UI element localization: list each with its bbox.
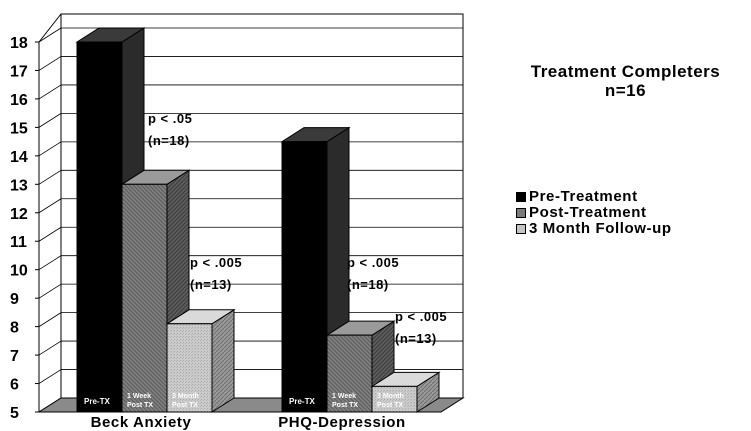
bar-side-3-month-follow-up-beck-anxiety <box>211 308 235 413</box>
bar-inner-label: 3 Month <box>377 393 404 400</box>
chart-title: Treatment Completers <box>530 62 721 81</box>
side-gridline <box>38 141 62 157</box>
legend: Pre-Treatment Post-Treatment 3 Month Fol… <box>516 189 672 237</box>
bar-inner-label: Post TX <box>377 402 403 409</box>
side-gridline <box>38 255 62 271</box>
bar-3-month-follow-up-beck-anxiety <box>166 323 213 413</box>
y-tick-label: 6 <box>10 377 19 394</box>
side-gridline <box>38 169 62 185</box>
side-gridline <box>38 27 62 43</box>
annotation-text: (n=18) <box>148 133 190 148</box>
side-gridline <box>38 312 62 327</box>
side-gridline <box>38 198 62 214</box>
bar-inner-label: 3 Month <box>172 393 199 400</box>
bar-3-month-follow-up-phq-depression <box>371 385 418 413</box>
y-tick-label: 11 <box>10 234 27 251</box>
y-tick-label: 15 <box>10 120 28 137</box>
side-gridline <box>38 226 62 242</box>
bar-pre-treatment-beck-anxiety <box>76 41 123 413</box>
y-tick-label: 9 <box>10 291 19 308</box>
bar-inner-label: Post TX <box>172 402 198 409</box>
legend-label-post-treatment: Post-Treatment <box>529 204 647 221</box>
side-wall-top-edge <box>38 13 62 43</box>
x-category-label-beck-anxiety: Beck Anxiety <box>91 414 192 431</box>
y-tick-label: 18 <box>10 35 28 52</box>
annotation-text: (n=18) <box>347 277 389 292</box>
chart-title-block: Treatment Completers n=16 <box>500 62 751 100</box>
side-gridline <box>38 283 62 299</box>
chart-subtitle: n=16 <box>604 81 647 100</box>
bar-inner-label: Pre-TX <box>84 397 110 406</box>
bar-inner-label: 1 Week <box>332 393 356 400</box>
annotation-text: (n=13) <box>190 277 232 292</box>
annotation-text: p < .05 <box>148 111 192 126</box>
legend-swatch-pre-treatment <box>516 192 526 202</box>
bar-inner-label: Post TX <box>332 402 358 409</box>
legend-swatch-post-treatment <box>516 208 526 218</box>
y-tick-label: 12 <box>10 206 28 223</box>
annotation-text: p < .005 <box>347 255 399 270</box>
legend-item-post-treatment: Post-Treatment <box>516 205 672 221</box>
x-category-label-phq-depression: PHQ-Depression <box>278 414 406 431</box>
y-tick-label: 7 <box>10 348 19 365</box>
annotation-text: p < .005 <box>395 309 447 324</box>
y-tick-label: 14 <box>10 149 28 166</box>
side-gridline <box>38 369 62 384</box>
bar-pre-treatment-phq-depression <box>281 141 328 413</box>
legend-item-follow-up: 3 Month Follow-up <box>516 221 672 237</box>
y-tick-label: 10 <box>10 263 28 280</box>
side-gridline <box>38 56 62 71</box>
bar-inner-label: 1 Week <box>127 393 151 400</box>
side-gridline <box>38 84 62 100</box>
bar-inner-label: Pre-TX <box>289 397 315 406</box>
bar-post-treatment-beck-anxiety <box>121 183 168 413</box>
y-tick-label: 13 <box>10 177 28 194</box>
legend-label-pre-treatment: Pre-Treatment <box>529 188 638 205</box>
bar-inner-label: Post TX <box>127 402 153 409</box>
y-tick-label: 17 <box>10 63 28 80</box>
legend-label-follow-up: 3 Month Follow-up <box>529 220 672 237</box>
legend-swatch-follow-up <box>516 224 526 234</box>
side-gridline <box>38 113 62 128</box>
y-tick-label: 8 <box>10 320 19 337</box>
y-tick-label: 5 <box>10 405 19 422</box>
y-tick-label: 16 <box>10 92 28 109</box>
side-gridline <box>38 340 62 356</box>
bar-post-treatment-phq-depression <box>326 334 373 413</box>
annotation-text: (n=13) <box>395 331 437 346</box>
legend-item-pre-treatment: Pre-Treatment <box>516 189 672 205</box>
annotation-text: p < .005 <box>190 255 242 270</box>
